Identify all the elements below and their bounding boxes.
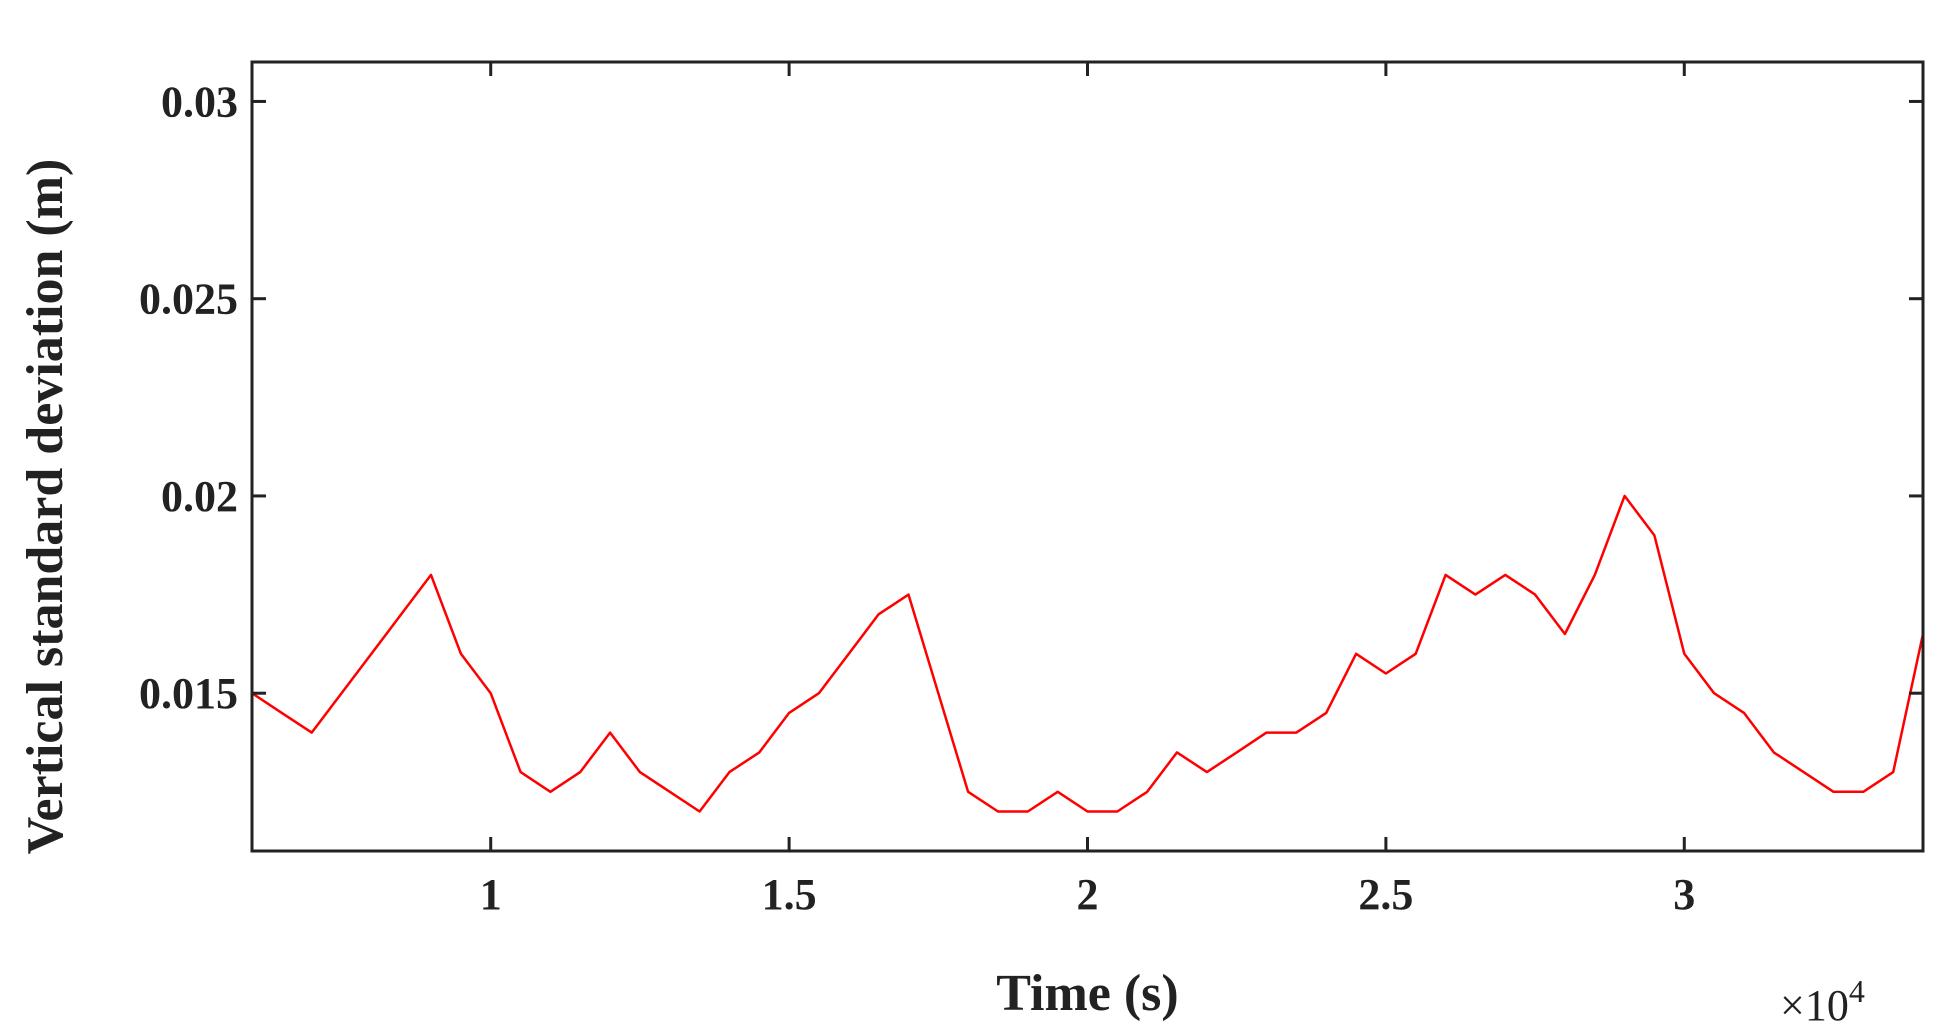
y-tick-label-3: 0.03 [161,77,238,126]
y-tick-label-1: 0.02 [161,472,238,521]
x-axis-multiplier-base: ×10 [1780,981,1849,1030]
tick-layer [252,62,1923,851]
x-tick-label-3: 2.5 [1358,870,1413,919]
x-axis-multiplier: ×104 [1780,973,1865,1030]
series-line-0 [252,494,1923,813]
y-tick-label-2: 0.025 [139,275,238,324]
label-layer: 1 1.5 2 2.5 3 0.015 0.02 0.025 0.03 [139,77,1695,919]
x-axis-label: Time (s) [996,965,1178,1022]
x-tick-label-2: 2 [1077,870,1099,919]
y-tick-label-0: 0.015 [139,669,238,718]
x-tick-label-1: 1.5 [762,870,817,919]
x-axis-multiplier-exponent: 4 [1849,973,1865,1009]
x-tick-label-0: 1 [480,870,502,919]
series-layer [252,494,1923,813]
y-axis-label: Vertical standard deviation (m) [17,159,74,855]
x-tick-label-4: 3 [1673,870,1695,919]
